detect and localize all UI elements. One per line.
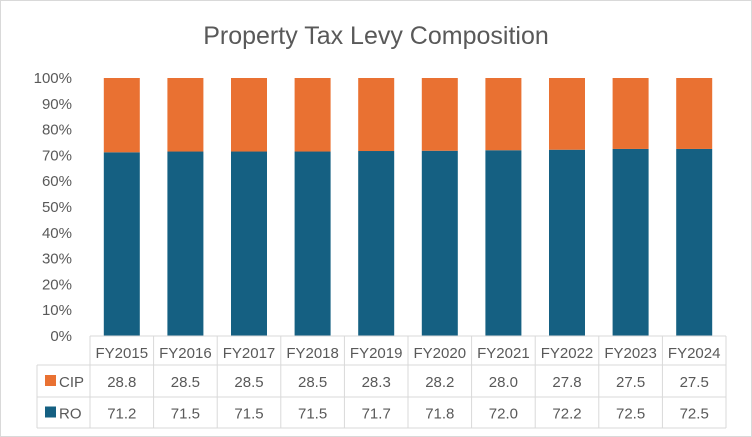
y-tick-label: 80%	[42, 122, 72, 139]
data-label: 71.5	[298, 406, 327, 423]
data-label: 28.2	[425, 374, 454, 391]
bar-ro-fy2015	[103, 152, 140, 336]
x-tick-label: FY2019	[350, 345, 403, 362]
x-tick-label: FY2017	[223, 345, 276, 362]
data-label: 28.0	[489, 374, 518, 391]
x-tick-label: FY2015	[96, 345, 149, 362]
bar-ro-fy2024	[676, 148, 713, 336]
bar-cip-fy2022	[549, 78, 585, 150]
bar-cip-fy2015	[103, 78, 140, 153]
y-tick-label: 70%	[42, 147, 72, 164]
bar-cip-fy2016	[167, 78, 204, 152]
x-tick-label: FY2016	[159, 345, 212, 362]
x-tick-label: FY2024	[668, 345, 721, 362]
bar-cip-fy2021	[485, 78, 522, 151]
data-label: 71.2	[107, 406, 136, 423]
data-label: 28.3	[362, 374, 391, 391]
y-tick-label: 60%	[42, 173, 72, 190]
data-label: 71.5	[234, 406, 263, 423]
legend-key-cip	[45, 375, 56, 386]
y-tick-label: 30%	[42, 251, 72, 268]
bar-ro-fy2020	[421, 150, 458, 336]
data-label: 72.0	[489, 406, 518, 423]
y-tick-label: 20%	[42, 276, 72, 293]
data-label: 71.7	[362, 406, 391, 423]
data-label: 71.8	[425, 406, 454, 423]
y-tick-label: 0%	[50, 328, 72, 345]
data-label: 27.8	[552, 374, 581, 391]
bar-cip-fy2024	[676, 78, 713, 149]
legend-label: CIP	[59, 374, 84, 391]
x-tick-label: FY2020	[414, 345, 467, 362]
data-label: 27.5	[616, 374, 645, 391]
bar-ro-fy2017	[231, 151, 267, 336]
bar-ro-fy2018	[294, 151, 331, 336]
bar-cip-fy2018	[294, 78, 331, 152]
x-tick-label: FY2023	[604, 345, 657, 362]
x-tick-label: FY2018	[286, 345, 339, 362]
bar-cip-fy2017	[231, 78, 267, 152]
data-table: FY2015 FY2016 FY2017 FY2018 FY2019 FY2020 FY20…	[36, 335, 727, 429]
bar-cip-fy2023	[612, 78, 649, 149]
data-label: 72.2	[552, 406, 581, 423]
y-tick-label: 90%	[42, 96, 72, 113]
data-label: 28.8	[107, 374, 136, 391]
bars	[103, 78, 713, 336]
data-label: 28.5	[171, 374, 200, 391]
data-label: 71.5	[171, 406, 200, 423]
bar-ro-fy2019	[358, 151, 395, 336]
legend-key-ro	[45, 406, 56, 418]
bar-cip-fy2019	[358, 78, 395, 152]
bar-ro-fy2023	[612, 148, 649, 336]
y-axis: 0% 10% 20% 30% 40% 50% 60% 70% 80% 90% 100%	[34, 70, 72, 345]
x-tick-label: FY2022	[541, 345, 594, 362]
data-label: 27.5	[680, 374, 709, 391]
legend-label: RO	[59, 406, 82, 423]
data-label: 28.5	[234, 374, 263, 391]
y-tick-label: 40%	[42, 225, 72, 242]
y-tick-label: 100%	[34, 70, 72, 87]
chart-title: Property Tax Levy Composition	[203, 22, 549, 50]
bar-ro-fy2021	[485, 150, 522, 336]
bar-ro-fy2016	[167, 151, 204, 336]
y-tick-label: 50%	[42, 199, 72, 216]
data-label: 28.5	[298, 374, 327, 391]
data-label: 72.5	[616, 406, 645, 423]
x-tick-label: FY2021	[477, 345, 530, 362]
y-tick-label: 10%	[42, 302, 72, 319]
bar-cip-fy2020	[421, 78, 458, 151]
data-label: 72.5	[680, 406, 709, 423]
bar-ro-fy2022	[549, 149, 585, 336]
